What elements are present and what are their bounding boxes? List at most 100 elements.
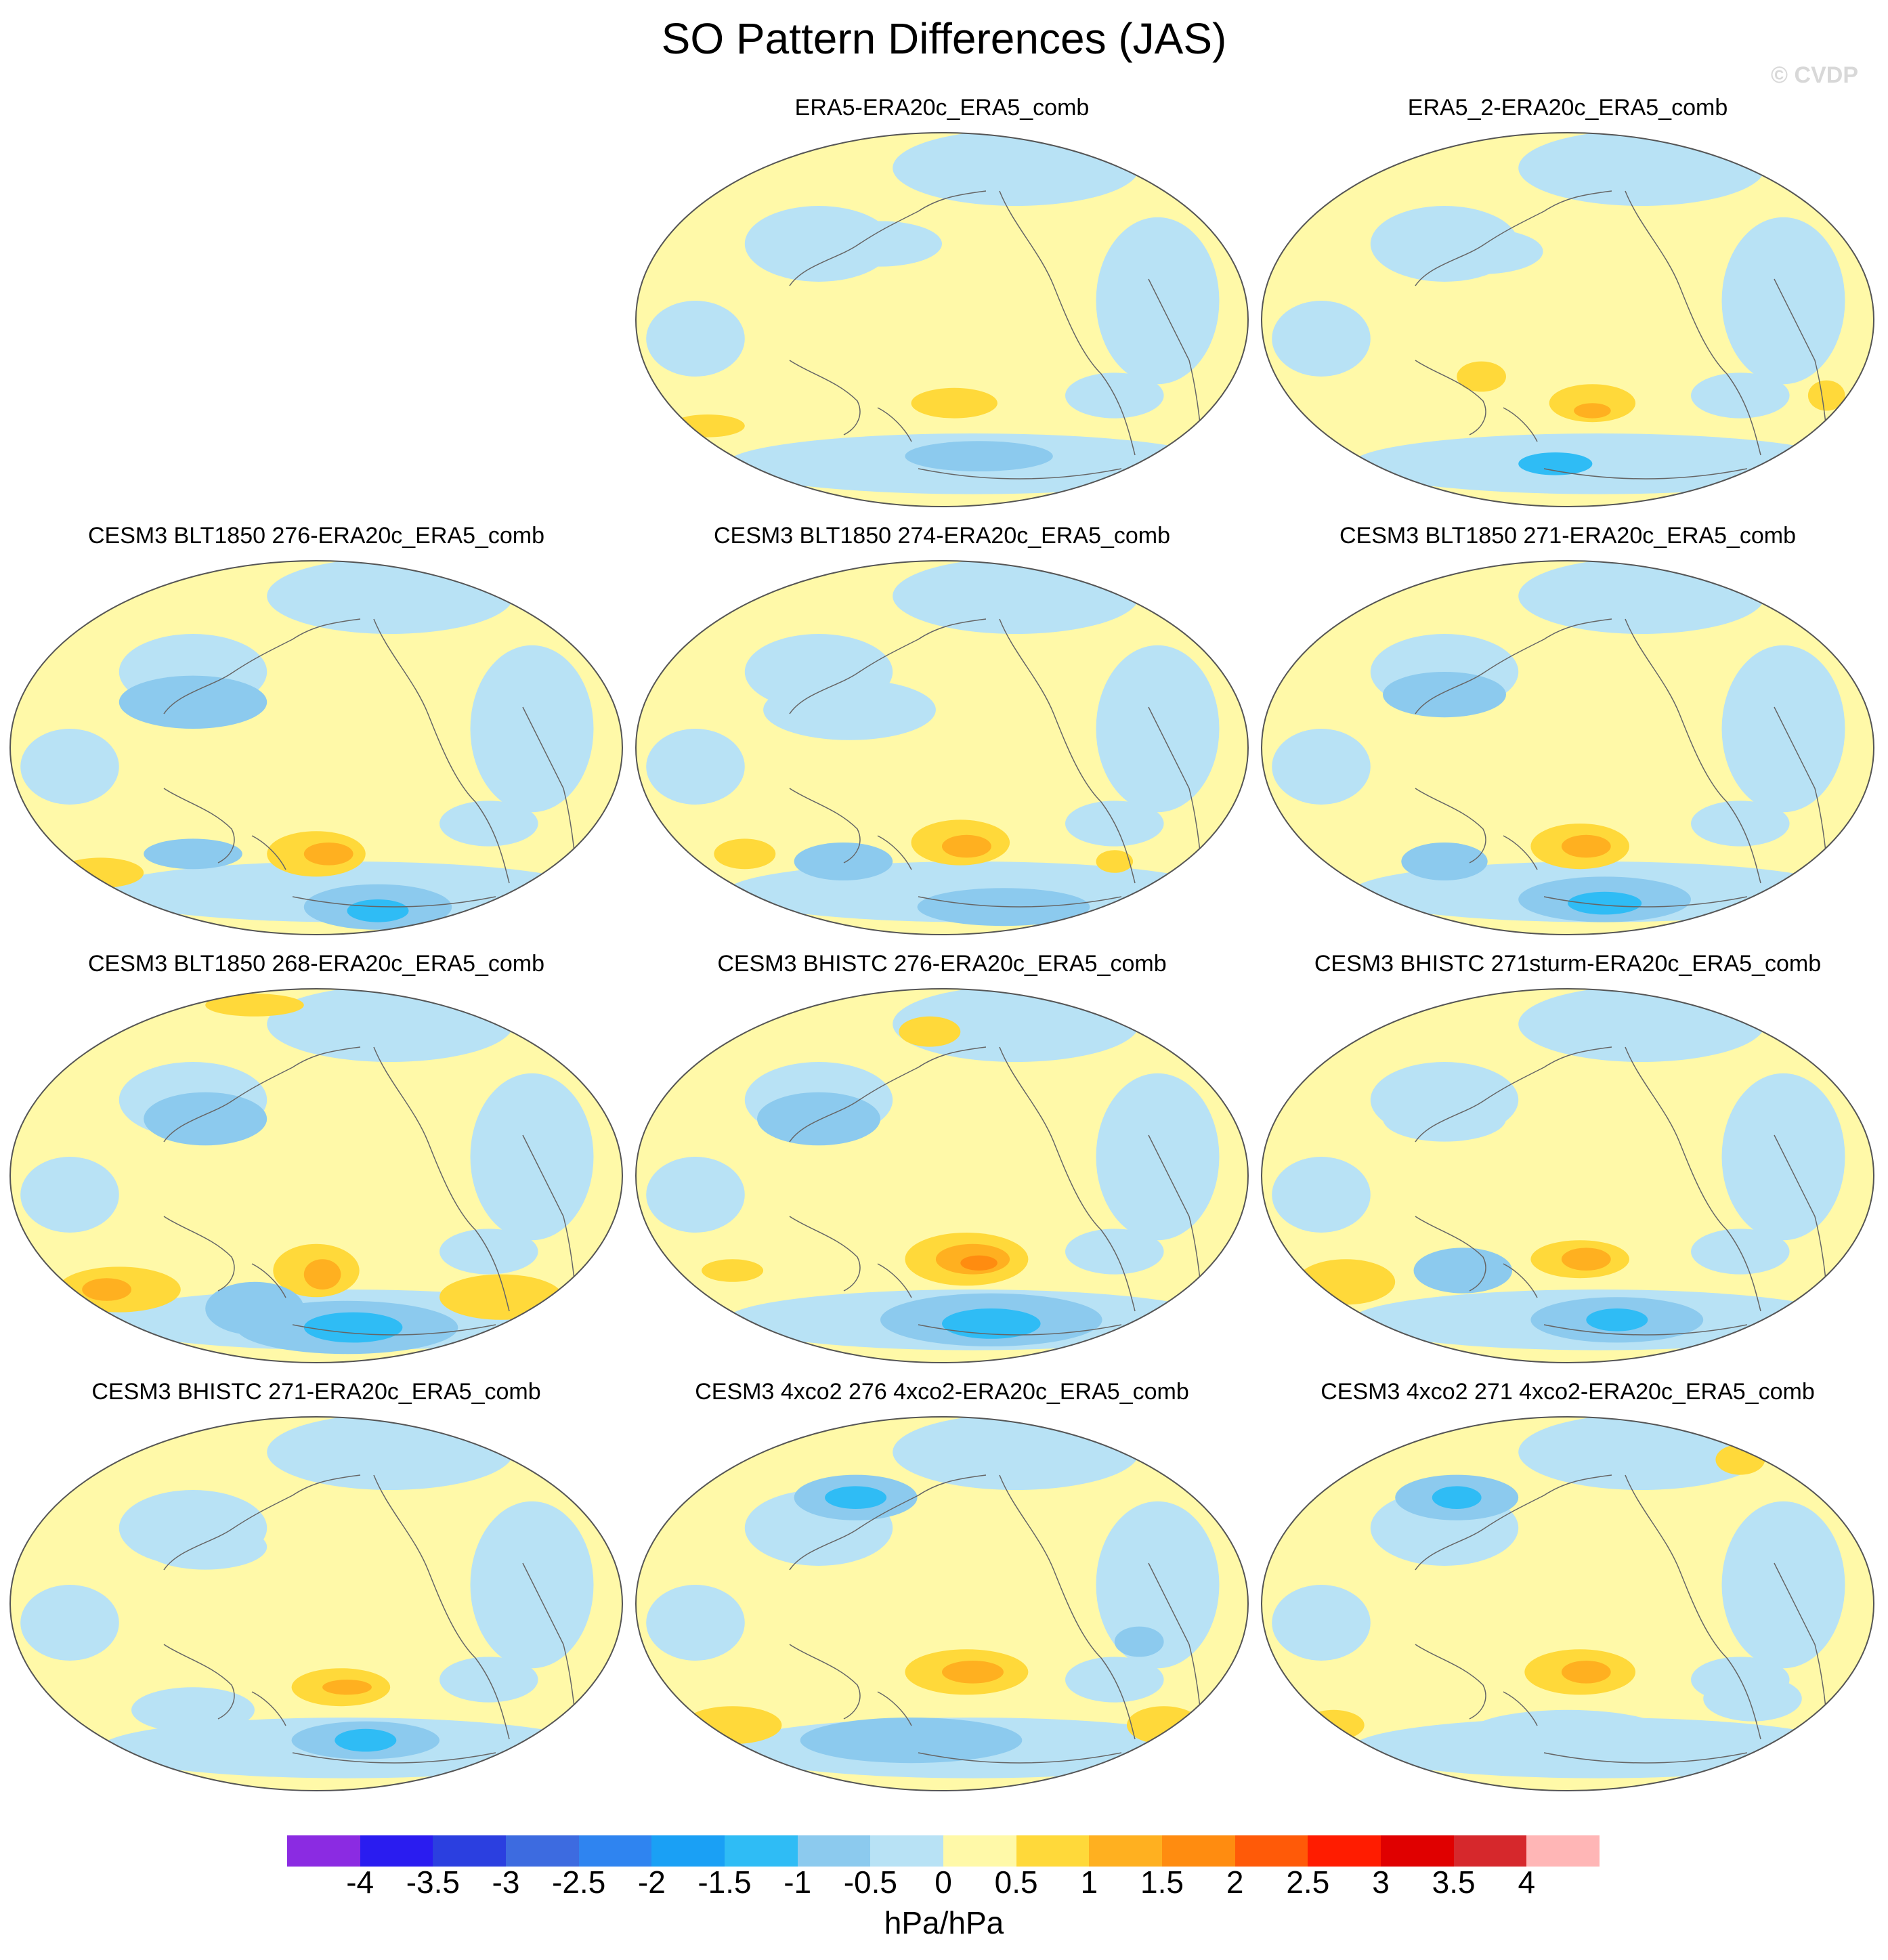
coastline bbox=[1503, 835, 1538, 870]
coastline bbox=[1415, 618, 1612, 715]
contour-region bbox=[942, 1308, 1041, 1339]
map-outline bbox=[9, 1416, 623, 1791]
contour-region bbox=[144, 838, 242, 870]
contour-region bbox=[20, 1585, 119, 1661]
coastline bbox=[1148, 1134, 1203, 1305]
colorbar-swatch bbox=[1381, 1835, 1455, 1867]
coastline bbox=[163, 1216, 235, 1292]
map-panel-10: CESM3 4xco2 276 4xco2-ERA20c_ERA5_comb bbox=[634, 1379, 1250, 1799]
colorbar-tick-label: -3.5 bbox=[406, 1865, 460, 1900]
map-outline bbox=[635, 560, 1249, 935]
map-panel-7: CESM3 BHISTC 276-ERA20c_ERA5_comb bbox=[634, 951, 1250, 1371]
colorbar-swatch bbox=[1526, 1835, 1600, 1867]
robinson-map bbox=[9, 1416, 623, 1791]
coastline bbox=[522, 706, 578, 877]
figure-title: SO Pattern Differences (JAS) bbox=[661, 14, 1227, 63]
contour-region bbox=[1574, 403, 1611, 419]
panel-title: CESM3 BHISTC 271sturm-ERA20c_ERA5_comb bbox=[1314, 951, 1822, 977]
contour-region bbox=[893, 133, 1140, 206]
contour-region bbox=[347, 899, 409, 922]
colorbar-swatch bbox=[1162, 1835, 1236, 1867]
coastline bbox=[163, 1644, 235, 1720]
contour-region bbox=[470, 1501, 594, 1669]
cvdp-watermark: © CVDP bbox=[1771, 62, 1858, 88]
contour-region bbox=[131, 1687, 255, 1733]
map-panel-5: CESM3 BLT1850 271-ERA20c_ERA5_comb bbox=[1260, 523, 1876, 943]
coastline bbox=[1774, 706, 1829, 877]
robinson-map bbox=[9, 560, 623, 935]
panel-title: CESM3 BHISTC 271-ERA20c_ERA5_comb bbox=[91, 1379, 541, 1405]
contour-region bbox=[702, 1259, 764, 1282]
colorbar-tick-label: 2 bbox=[1226, 1865, 1244, 1900]
contour-region bbox=[322, 1680, 372, 1695]
coastline bbox=[999, 190, 1136, 456]
contour-region bbox=[646, 729, 745, 805]
map-panel-9: CESM3 BHISTC 271-ERA20c_ERA5_comb bbox=[8, 1379, 624, 1799]
contour-region bbox=[144, 1524, 267, 1570]
contour-region bbox=[1352, 433, 1845, 494]
map-outline bbox=[635, 1416, 1249, 1791]
colorbar bbox=[287, 1835, 1600, 1868]
coastline bbox=[1625, 1046, 1761, 1312]
colorbar-swatch bbox=[287, 1835, 361, 1867]
colorbar-tick-label: -1.5 bbox=[698, 1865, 752, 1900]
contour-region bbox=[800, 1718, 1023, 1764]
coastline bbox=[1415, 360, 1486, 435]
robinson-map bbox=[1261, 560, 1874, 935]
contour-region bbox=[1096, 1073, 1220, 1241]
contour-region bbox=[714, 838, 776, 870]
coastline bbox=[789, 190, 987, 286]
contour-region bbox=[960, 1255, 997, 1271]
contour-region bbox=[1518, 452, 1593, 475]
coastline bbox=[1415, 190, 1612, 286]
coastline bbox=[1415, 1474, 1612, 1571]
coastline bbox=[918, 468, 1122, 480]
coastline bbox=[789, 1644, 861, 1720]
robinson-map bbox=[1261, 988, 1874, 1363]
colorbar-swatch bbox=[578, 1835, 652, 1867]
contour-region bbox=[267, 989, 514, 1062]
panel-title: CESM3 BLT1850 271-ERA20c_ERA5_comb bbox=[1339, 523, 1797, 549]
map-outline bbox=[1261, 560, 1874, 935]
coastline bbox=[1415, 1046, 1612, 1143]
contour-region bbox=[1703, 1676, 1802, 1722]
coastline bbox=[292, 896, 496, 908]
coastline bbox=[999, 1046, 1136, 1312]
colorbar-tick-label: -2 bbox=[637, 1865, 666, 1900]
coastline bbox=[1503, 1691, 1538, 1726]
colorbar-swatch bbox=[797, 1835, 871, 1867]
colorbar-tick-label: 2.5 bbox=[1286, 1865, 1330, 1900]
contour-region bbox=[1561, 1248, 1611, 1271]
contour-region bbox=[794, 843, 893, 880]
colorbar-swatch bbox=[725, 1835, 798, 1867]
map-panel-3: CESM3 BLT1850 276-ERA20c_ERA5_comb bbox=[8, 523, 624, 943]
contour-region bbox=[57, 857, 144, 889]
contour-region bbox=[1721, 1073, 1845, 1241]
coastline bbox=[522, 1562, 578, 1733]
map-panel-4: CESM3 BLT1850 274-ERA20c_ERA5_comb bbox=[634, 523, 1250, 943]
contour-region bbox=[1096, 850, 1134, 873]
coastline bbox=[877, 835, 912, 870]
robinson-map bbox=[635, 132, 1249, 507]
coastline bbox=[373, 618, 510, 884]
colorbar-swatch bbox=[1016, 1835, 1090, 1867]
contour-region bbox=[1469, 1709, 1667, 1755]
contour-region bbox=[1114, 1626, 1164, 1657]
colorbar-tick-label: -2.5 bbox=[552, 1865, 606, 1900]
contour-region bbox=[1272, 301, 1371, 377]
panel-title: CESM3 BLT1850 268-ERA20c_ERA5_comb bbox=[87, 951, 545, 977]
contour-region bbox=[1096, 1501, 1220, 1669]
map-outline bbox=[9, 560, 623, 935]
coastline bbox=[1415, 1644, 1486, 1720]
coastline bbox=[999, 1474, 1136, 1740]
contour-region bbox=[893, 1417, 1140, 1490]
contour-region bbox=[335, 1728, 397, 1752]
colorbar-swatch bbox=[943, 1835, 1017, 1867]
coastline bbox=[1415, 788, 1486, 864]
coastline bbox=[789, 1046, 987, 1143]
contour-region bbox=[303, 1312, 403, 1343]
coastline bbox=[251, 835, 286, 870]
contour-region bbox=[1127, 1706, 1201, 1745]
colorbar-tick-label: -3 bbox=[492, 1865, 520, 1900]
robinson-map bbox=[1261, 1416, 1874, 1791]
